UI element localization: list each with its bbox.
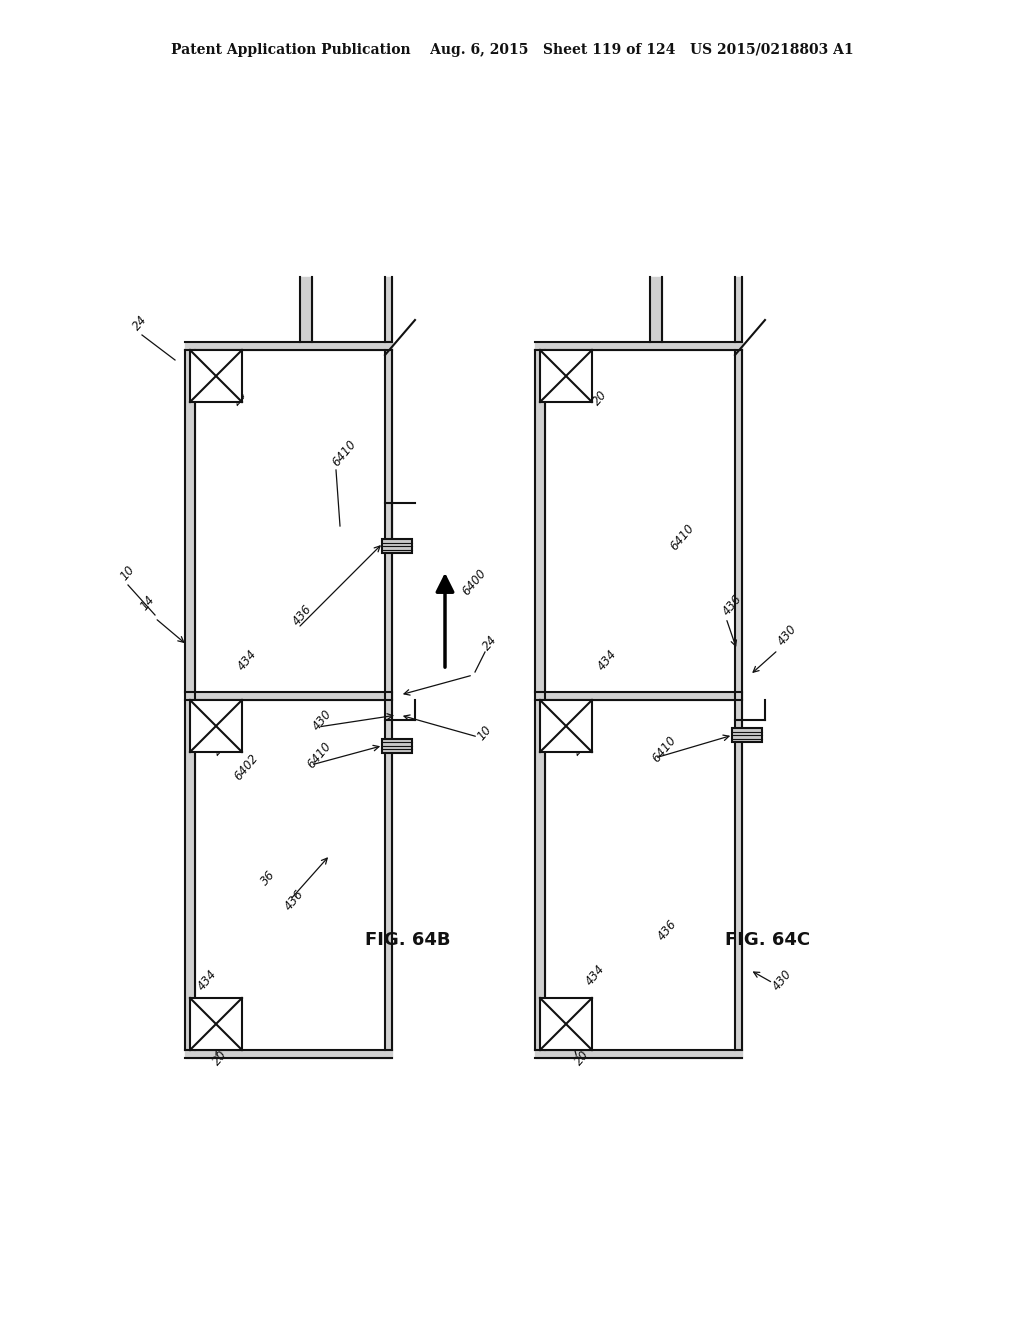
Text: 434: 434 [234, 647, 259, 673]
Text: FIG. 64C: FIG. 64C [725, 931, 810, 949]
Text: 24: 24 [480, 634, 500, 653]
Text: FIG. 64B: FIG. 64B [365, 931, 451, 949]
Bar [382, 539, 412, 553]
Text: 434: 434 [583, 962, 607, 987]
Text: 434: 434 [595, 647, 620, 673]
Text: 436: 436 [720, 593, 744, 618]
Text: 20: 20 [570, 738, 590, 758]
Text: Patent Application Publication    Aug. 6, 2015   Sheet 119 of 124   US 2015/0218: Patent Application Publication Aug. 6, 2… [171, 44, 853, 57]
Text: 24: 24 [130, 313, 150, 333]
Bar [540, 350, 592, 403]
Text: 14: 14 [138, 593, 158, 612]
Text: 6410: 6410 [650, 734, 679, 766]
Text: 430: 430 [310, 708, 335, 733]
Text: 20: 20 [572, 1048, 592, 1068]
Text: 6402: 6402 [232, 751, 261, 783]
Text: 436: 436 [655, 917, 679, 942]
Text: 6410: 6410 [668, 521, 697, 553]
Text: 36: 36 [258, 869, 278, 888]
Bar [190, 700, 242, 752]
Text: 20: 20 [210, 738, 229, 758]
Text: 20: 20 [230, 388, 250, 408]
Bar [540, 700, 592, 752]
Text: 436: 436 [290, 602, 314, 628]
Bar [382, 738, 412, 752]
Text: 6410: 6410 [330, 438, 359, 469]
Text: 6400: 6400 [460, 566, 489, 598]
Text: 6410: 6410 [305, 739, 334, 771]
Text: 436: 436 [282, 887, 306, 913]
Text: 430: 430 [770, 968, 795, 993]
Bar [190, 998, 242, 1049]
Text: 20: 20 [210, 1048, 229, 1068]
Bar [540, 998, 592, 1049]
Text: 430: 430 [775, 623, 800, 648]
Text: 10: 10 [118, 564, 137, 583]
Bar [732, 729, 762, 742]
Text: 434: 434 [195, 968, 219, 993]
Bar [190, 350, 242, 403]
Text: 20: 20 [590, 388, 609, 408]
Text: 10: 10 [475, 723, 495, 743]
